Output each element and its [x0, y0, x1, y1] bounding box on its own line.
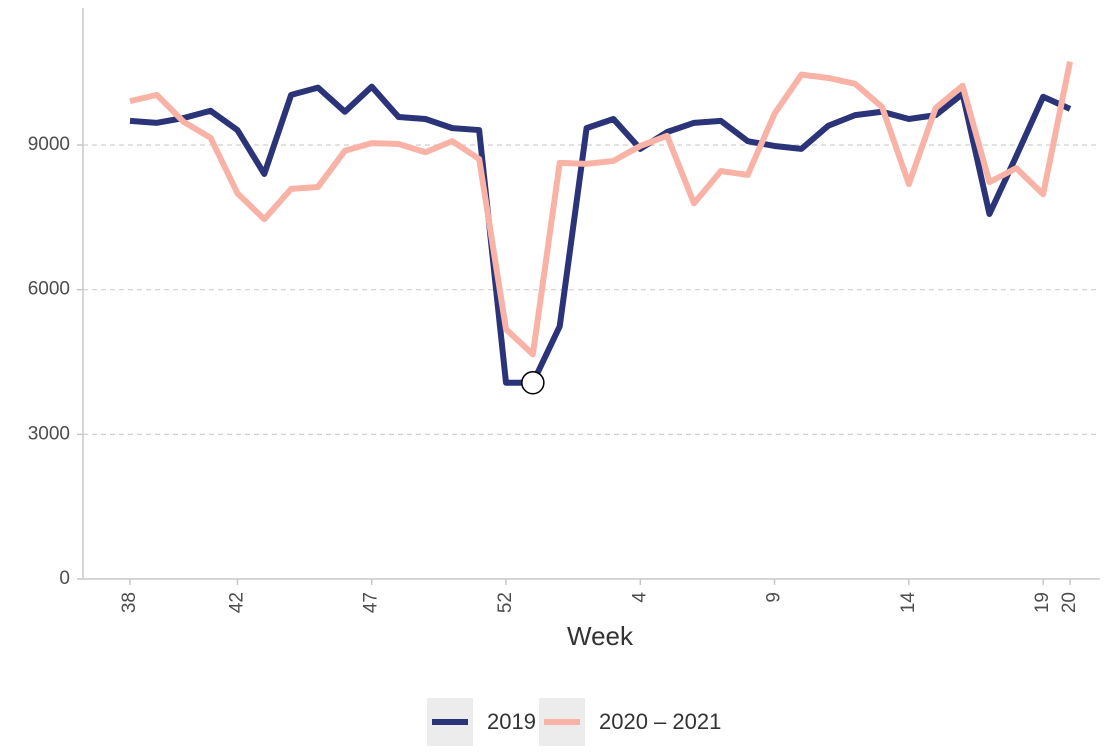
x-tick-label: 52: [495, 592, 516, 613]
x-tick-label: 20: [1059, 592, 1080, 613]
x-tick-label: 9: [764, 592, 785, 603]
x-tick-label: 42: [226, 592, 247, 613]
y-tick-label: 0: [59, 568, 70, 589]
x-tick-label: 14: [898, 592, 919, 614]
line-series: [129, 83, 1072, 386]
x-tick-label: 47: [361, 592, 382, 613]
x-tick-label: 38: [119, 592, 140, 613]
y-tick-label: 9000: [28, 134, 70, 155]
legend-label: 2019: [487, 709, 536, 734]
y-tick-label: 6000: [28, 279, 70, 300]
legend: 2019 2020 – 2021: [427, 698, 721, 746]
y-tick-label: 3000: [28, 423, 70, 444]
x-axis-title: Week: [567, 621, 634, 651]
legend-label: 2020 – 2021: [599, 709, 721, 734]
line-series: [129, 61, 1073, 358]
x-tick-label: 19: [1032, 592, 1053, 613]
highlight-point: [521, 370, 545, 395]
x-tick-label: 4: [629, 592, 650, 603]
